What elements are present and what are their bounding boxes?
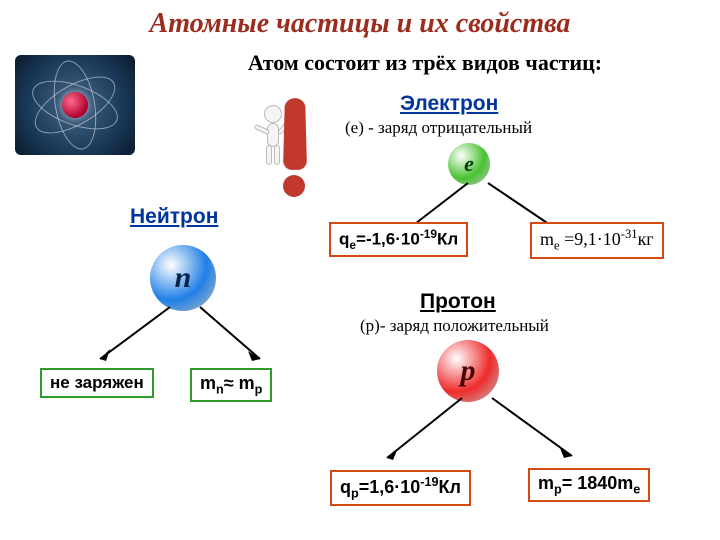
proton-sphere-label: p bbox=[461, 354, 476, 388]
page-title: Атомные частицы и их свойства bbox=[0, 8, 720, 40]
neutron-charge-box: не заряжен bbox=[40, 368, 154, 398]
electron-sphere-label: e bbox=[464, 151, 474, 177]
proton-sphere: p bbox=[437, 340, 499, 402]
electron-subtitle: (е) - заряд отрицательный bbox=[345, 118, 532, 138]
proton-mass-box: mp= 1840me bbox=[528, 468, 650, 502]
atom-thumbnail bbox=[15, 55, 135, 155]
electron-sphere: e bbox=[448, 143, 490, 185]
proton-charge-box: qp=1,6·10-19Кл bbox=[330, 470, 471, 506]
electron-title: Электрон bbox=[400, 92, 498, 116]
neutron-sphere-label: n bbox=[175, 261, 192, 295]
attention-icon bbox=[250, 95, 310, 205]
neutron-mass-box: mn≈ mp bbox=[190, 368, 272, 402]
electron-charge-box: qe=-1,6·10-19Кл bbox=[329, 222, 468, 257]
page-subtitle: Атом состоит из трёх видов частиц: bbox=[150, 50, 700, 76]
neutron-title: Нейтрон bbox=[130, 205, 218, 229]
electron-mass-box: me =9,1·10-31кг bbox=[530, 222, 664, 259]
proton-subtitle: (р)- заряд положительный bbox=[360, 316, 549, 336]
proton-title: Протон bbox=[420, 290, 496, 314]
neutron-sphere: n bbox=[150, 245, 216, 311]
